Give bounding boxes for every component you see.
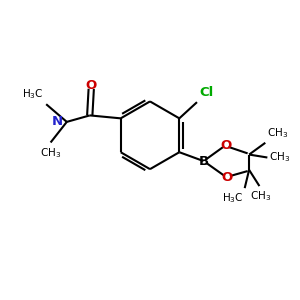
Text: Cl: Cl: [199, 86, 214, 99]
Text: H$_3$C: H$_3$C: [22, 88, 44, 101]
Text: O: O: [220, 139, 231, 152]
Text: O: O: [221, 171, 233, 184]
Text: O: O: [85, 79, 97, 92]
Text: CH$_3$: CH$_3$: [40, 146, 61, 160]
Text: N: N: [52, 116, 63, 128]
Text: CH$_3$: CH$_3$: [250, 189, 271, 203]
Text: H$_3$C: H$_3$C: [222, 191, 244, 205]
Text: B: B: [198, 154, 208, 167]
Text: CH$_3$: CH$_3$: [269, 151, 290, 164]
Text: CH$_3$: CH$_3$: [267, 126, 288, 140]
